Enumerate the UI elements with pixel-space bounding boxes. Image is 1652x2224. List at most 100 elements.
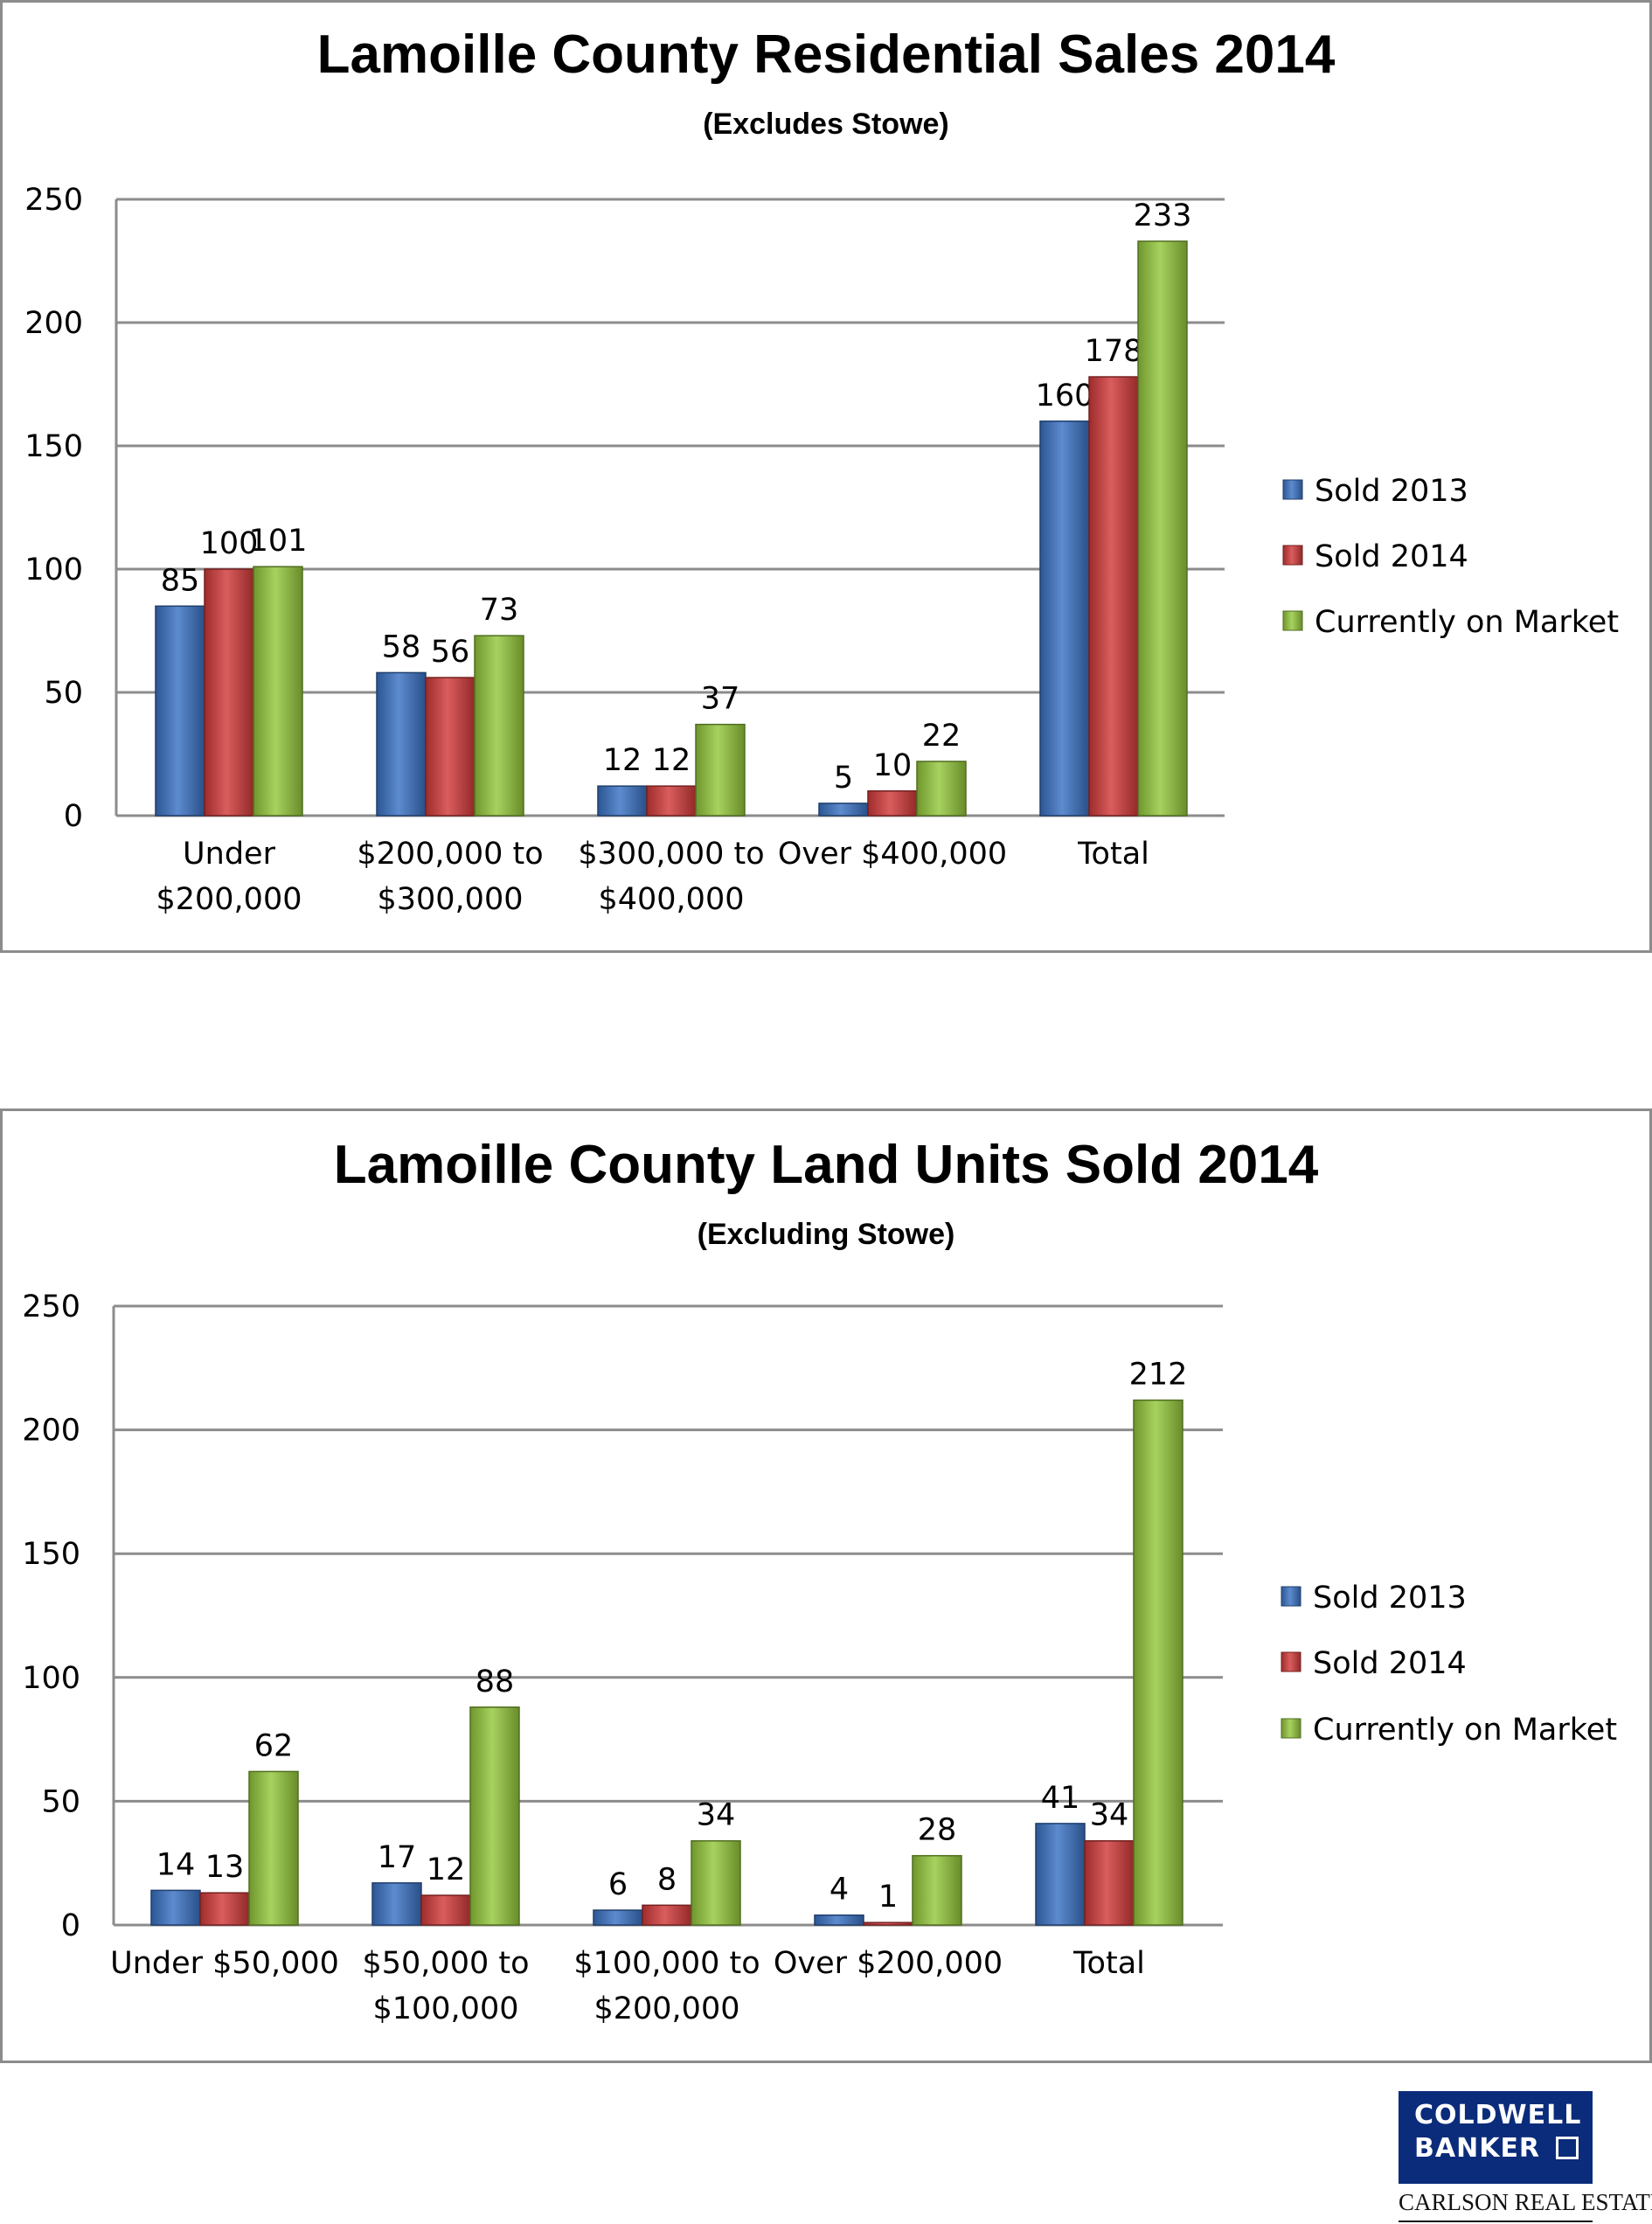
bar xyxy=(912,1854,962,1926)
brand-logo-line1: COLDWELL xyxy=(1414,2100,1582,2130)
y-tick-label: 50 xyxy=(44,676,83,711)
bar xyxy=(376,671,427,817)
data-label: 37 xyxy=(701,682,740,717)
residential-sales-chart: Lamoille County Residential Sales 2014 (E… xyxy=(0,0,1652,953)
bar xyxy=(420,1894,471,1926)
bar xyxy=(1137,240,1188,817)
brand-logo-line2: BANKER xyxy=(1414,2133,1541,2164)
y-tick-label: 250 xyxy=(24,183,83,218)
category-label: Over $200,000 xyxy=(774,1946,1003,1981)
legend-label: Sold 2013 xyxy=(1315,474,1468,509)
bar xyxy=(371,1882,422,1926)
data-label: 8 xyxy=(657,1862,677,1897)
bar xyxy=(425,677,475,817)
bar xyxy=(916,761,967,817)
y-tick-label: 0 xyxy=(64,799,83,834)
data-label: 22 xyxy=(922,719,961,754)
data-label: 12 xyxy=(427,1852,466,1887)
data-label: 12 xyxy=(652,743,691,778)
data-label: 13 xyxy=(205,1850,245,1885)
bar xyxy=(1035,1823,1086,1926)
category-label: $200,000 to xyxy=(357,837,543,872)
data-label: 17 xyxy=(378,1840,417,1875)
category-label: Total xyxy=(1077,837,1149,872)
bar xyxy=(646,785,697,817)
bar xyxy=(1088,376,1139,817)
bar xyxy=(469,1706,520,1926)
bar xyxy=(199,1892,250,1926)
category-label: $100,000 xyxy=(372,1991,518,2026)
legend-swatch xyxy=(1282,479,1303,500)
legend-swatch xyxy=(1281,1651,1301,1672)
bar xyxy=(642,1904,692,1926)
category-label: $100,000 to xyxy=(573,1946,760,1981)
bar xyxy=(204,568,254,817)
data-label: 4 xyxy=(829,1873,849,1908)
data-label: 62 xyxy=(254,1728,294,1763)
y-tick-label: 150 xyxy=(22,1537,80,1572)
y-tick-label: 250 xyxy=(22,1289,80,1324)
data-label: 73 xyxy=(480,593,519,628)
y-tick-label: 100 xyxy=(22,1661,80,1696)
chart-subtitle: (Excludes Stowe) xyxy=(703,108,949,141)
data-label: 85 xyxy=(161,563,200,598)
category-label: $300,000 xyxy=(377,882,523,917)
data-label: 178 xyxy=(1085,334,1143,369)
bar xyxy=(818,803,869,817)
data-label: 1 xyxy=(878,1880,898,1915)
data-label: 56 xyxy=(431,635,470,670)
bar xyxy=(253,566,303,817)
bar xyxy=(695,723,746,817)
data-label: 88 xyxy=(475,1665,515,1699)
legend-label: Sold 2014 xyxy=(1313,1646,1467,1681)
chart-svg: Lamoille County Land Units Sold 2014 (Exc… xyxy=(22,1135,1617,2026)
coldwell-banker-logo: COLDWELL BANKER CARLSON REAL ESTATE xyxy=(1399,2091,1652,2224)
category-label: Over $400,000 xyxy=(778,837,1007,872)
bar xyxy=(248,1770,299,1926)
bar xyxy=(1084,1839,1135,1926)
y-tick-label: 200 xyxy=(22,1414,80,1449)
category-label: $300,000 to xyxy=(578,837,764,872)
chart-svg: Lamoille County Residential Sales 2014 (E… xyxy=(24,24,1619,917)
bar xyxy=(597,785,648,817)
brand-subline: CARLSON REAL ESTATE xyxy=(1399,2189,1652,2215)
bar xyxy=(593,1909,643,1926)
bar xyxy=(867,790,918,817)
data-label: 5 xyxy=(834,761,853,796)
data-label: 10 xyxy=(873,748,913,783)
bar xyxy=(474,635,524,817)
y-tick-label: 200 xyxy=(24,306,83,341)
category-label: Total xyxy=(1072,1946,1145,1981)
data-label: 233 xyxy=(1134,198,1192,233)
legend-label: Currently on Market xyxy=(1313,1713,1617,1748)
data-label: 14 xyxy=(156,1847,196,1882)
data-label: 34 xyxy=(697,1798,736,1833)
chart-subtitle: (Excluding Stowe) xyxy=(698,1218,955,1251)
data-label: 100 xyxy=(200,526,259,561)
y-tick-label: 150 xyxy=(24,429,83,464)
data-label: 212 xyxy=(1129,1358,1188,1393)
legend-label: Currently on Market xyxy=(1315,605,1619,640)
legend-label: Sold 2013 xyxy=(1313,1581,1467,1616)
bar xyxy=(1039,420,1090,817)
category-label: $200,000 xyxy=(156,882,302,917)
data-label: 6 xyxy=(608,1867,628,1902)
chart-title: Lamoille County Residential Sales 2014 xyxy=(317,24,1336,85)
data-label: 160 xyxy=(1036,379,1094,414)
category-label: $50,000 to xyxy=(363,1946,530,1981)
data-label: 34 xyxy=(1090,1798,1129,1833)
bar xyxy=(150,1889,201,1926)
legend-label: Sold 2014 xyxy=(1315,539,1468,574)
y-tick-label: 50 xyxy=(41,1784,80,1819)
category-label: Under $50,000 xyxy=(110,1946,339,1981)
bar xyxy=(691,1839,741,1926)
category-label: $400,000 xyxy=(598,882,744,917)
land-units-chart: Lamoille County Land Units Sold 2014 (Exc… xyxy=(0,1109,1652,2063)
data-label: 101 xyxy=(249,524,308,559)
data-label: 12 xyxy=(603,743,642,778)
legend-swatch xyxy=(1281,1718,1301,1739)
y-tick-label: 100 xyxy=(24,553,83,587)
legend-swatch xyxy=(1281,1586,1301,1607)
bar xyxy=(1133,1399,1183,1926)
brand-underline xyxy=(1399,2221,1593,2222)
